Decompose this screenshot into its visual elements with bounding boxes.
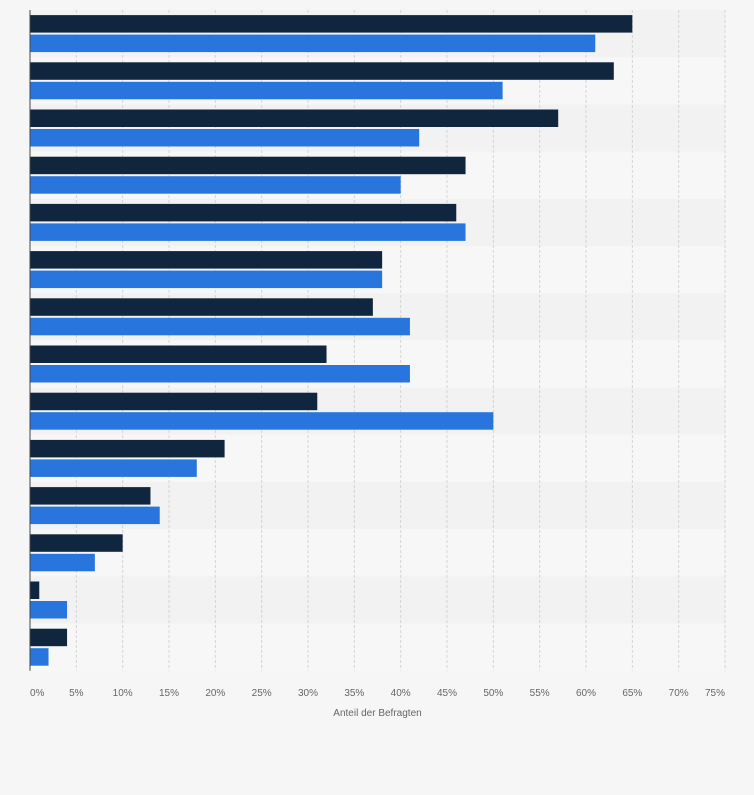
- row-band: [30, 576, 725, 624]
- bar-series-2-14[interactable]: [30, 648, 49, 666]
- x-tick-label: 70%: [669, 688, 689, 699]
- bar-series-2-7[interactable]: [30, 317, 410, 336]
- x-tick-label: 75%: [705, 688, 725, 699]
- bars: [30, 15, 633, 666]
- x-axis-ticks: 0% 5% 10% 15% 20% 25% 30% 35% 40% 45% 50% 55% 60% 65%…: [30, 688, 725, 699]
- bar-series-2-12[interactable]: [30, 553, 95, 572]
- bar-series-2-9[interactable]: [30, 412, 494, 430]
- x-tick-label: 65%: [622, 688, 642, 699]
- x-tick-label: 20%: [205, 688, 225, 699]
- bar-series-1-10[interactable]: [30, 439, 225, 458]
- bar-series-1-8[interactable]: [30, 345, 327, 364]
- bar-series-2-4[interactable]: [30, 176, 401, 194]
- bar-series-1-3[interactable]: [30, 109, 559, 128]
- bar-series-2-8[interactable]: [30, 365, 410, 383]
- bar-series-1-1[interactable]: [30, 15, 633, 33]
- bar-series-2-2[interactable]: [30, 81, 503, 100]
- x-axis-title: Anteil der Befragten: [333, 708, 421, 719]
- bar-series-2-5[interactable]: [30, 223, 466, 241]
- bar-series-1-13[interactable]: [30, 581, 40, 600]
- row-band: [30, 623, 725, 671]
- x-tick-label: 40%: [391, 688, 411, 699]
- x-tick-label: 10%: [113, 688, 133, 699]
- x-tick-label: 50%: [483, 688, 503, 699]
- bar-series-2-3[interactable]: [30, 129, 420, 147]
- bar-series-1-5[interactable]: [30, 203, 457, 222]
- x-tick-label: 30%: [298, 688, 318, 699]
- x-tick-label: 60%: [576, 688, 596, 699]
- x-tick-label: 5%: [69, 688, 84, 699]
- x-tick-label: 35%: [344, 688, 364, 699]
- x-tick-label: 15%: [159, 688, 179, 699]
- bar-series-1-7[interactable]: [30, 298, 373, 316]
- bar-series-2-11[interactable]: [30, 506, 160, 525]
- bar-series-2-6[interactable]: [30, 270, 383, 289]
- bar-series-2-1[interactable]: [30, 34, 596, 53]
- x-tick-label: 45%: [437, 688, 457, 699]
- bar-series-1-2[interactable]: [30, 62, 614, 80]
- bar-series-1-6[interactable]: [30, 251, 383, 269]
- row-bands: [30, 10, 725, 671]
- x-tick-label: 0%: [30, 688, 45, 699]
- bar-series-1-9[interactable]: [30, 392, 318, 411]
- row-band: [30, 529, 725, 577]
- bar-series-1-4[interactable]: [30, 156, 466, 175]
- bar-series-2-10[interactable]: [30, 459, 197, 477]
- bar-series-1-11[interactable]: [30, 487, 151, 505]
- bar-series-1-14[interactable]: [30, 628, 68, 647]
- bar-series-1-12[interactable]: [30, 534, 123, 552]
- bar-series-2-13[interactable]: [30, 601, 68, 619]
- x-tick-label: 25%: [252, 688, 272, 699]
- x-tick-label: 55%: [530, 688, 550, 699]
